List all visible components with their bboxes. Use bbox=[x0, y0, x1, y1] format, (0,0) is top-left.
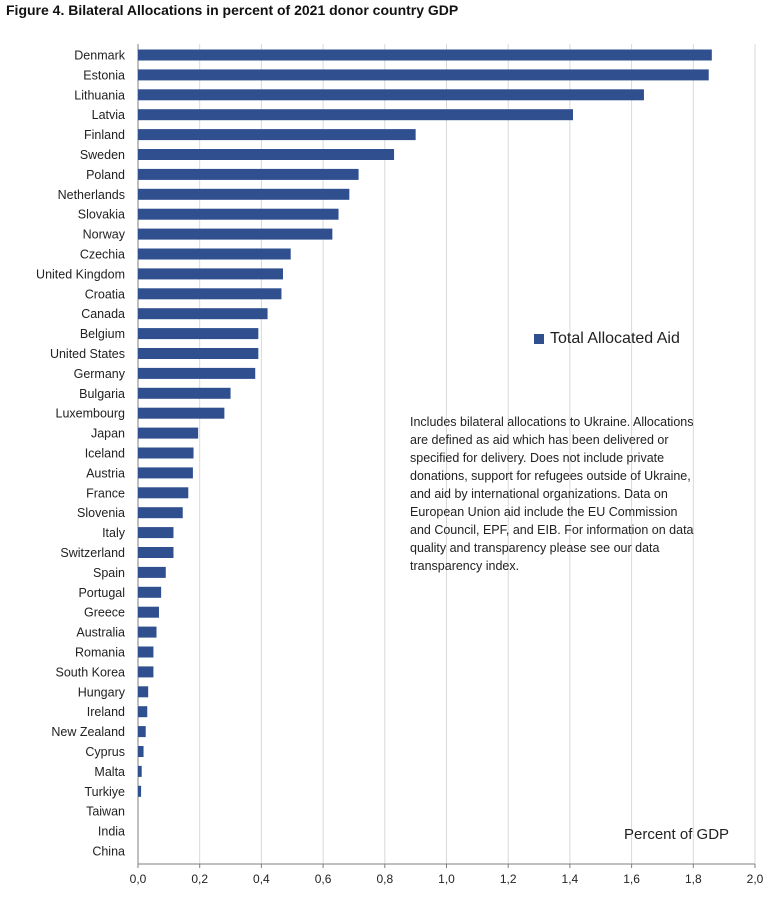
x-tick-label: 0,0 bbox=[130, 872, 147, 886]
category-label: Ireland bbox=[87, 705, 125, 719]
category-label: Japan bbox=[91, 427, 125, 441]
category-label: Australia bbox=[76, 626, 125, 640]
bar bbox=[138, 228, 333, 240]
bar bbox=[138, 387, 231, 399]
category-label: Estonia bbox=[83, 68, 125, 82]
x-axis-title: Percent of GDP bbox=[624, 826, 730, 843]
bar bbox=[138, 69, 709, 81]
category-label: Norway bbox=[83, 228, 126, 242]
category-label: Denmark bbox=[74, 49, 125, 63]
bar bbox=[138, 765, 142, 777]
bar bbox=[138, 109, 573, 121]
x-tick-label: 1,8 bbox=[685, 872, 702, 886]
bar bbox=[138, 367, 256, 379]
bar bbox=[138, 268, 283, 280]
bar bbox=[138, 208, 339, 220]
category-label: South Korea bbox=[56, 665, 126, 679]
category-label: Germany bbox=[74, 367, 126, 381]
category-label: Romania bbox=[75, 646, 125, 660]
bar bbox=[138, 606, 159, 618]
category-label: Italy bbox=[102, 526, 126, 540]
category-label: China bbox=[92, 845, 125, 859]
category-label: Latvia bbox=[92, 108, 125, 122]
category-label: Poland bbox=[86, 168, 125, 182]
bar bbox=[138, 348, 259, 359]
bar bbox=[138, 507, 183, 519]
x-tick-label: 1,0 bbox=[438, 872, 455, 886]
bar bbox=[138, 666, 154, 678]
bar bbox=[138, 706, 148, 718]
x-tick-label: 0,8 bbox=[376, 872, 393, 886]
bar bbox=[138, 785, 142, 797]
chart-note: Includes bilateral allocations to Ukrain… bbox=[410, 415, 694, 573]
x-tick-label: 1,4 bbox=[562, 872, 579, 886]
category-label: Croatia bbox=[85, 287, 125, 301]
category-label: Portugal bbox=[78, 586, 125, 600]
category-label: Hungary bbox=[78, 685, 126, 699]
category-label: Turkiye bbox=[84, 785, 125, 799]
category-label: New Zealand bbox=[51, 725, 125, 739]
bar bbox=[138, 746, 144, 757]
bar bbox=[138, 467, 193, 479]
category-label: Lithuania bbox=[74, 88, 125, 102]
category-label: Slovenia bbox=[77, 506, 125, 520]
category-label: Czechia bbox=[80, 248, 125, 262]
category-label: United States bbox=[50, 347, 125, 361]
category-label: Finland bbox=[84, 128, 125, 142]
bar bbox=[138, 686, 149, 698]
category-label: France bbox=[86, 486, 125, 500]
bar bbox=[138, 566, 166, 578]
category-label: Sweden bbox=[80, 148, 125, 162]
category-label: Slovakia bbox=[78, 208, 125, 222]
x-tick-label: 0,4 bbox=[253, 872, 270, 886]
category-label: Malta bbox=[94, 765, 125, 779]
category-label: Cyprus bbox=[85, 745, 125, 759]
bar bbox=[138, 726, 146, 738]
x-tick-label: 1,6 bbox=[623, 872, 640, 886]
x-tick-label: 1,2 bbox=[500, 872, 517, 886]
legend-label: Total Allocated Aid bbox=[550, 330, 680, 347]
bar bbox=[138, 188, 350, 200]
bar bbox=[138, 527, 174, 539]
category-label: United Kingdom bbox=[36, 267, 125, 281]
legend-swatch bbox=[534, 334, 544, 344]
chart-title: Figure 4. Bilateral Allocations in perce… bbox=[6, 2, 459, 18]
category-label: Luxembourg bbox=[56, 407, 126, 421]
category-label: Taiwan bbox=[86, 805, 125, 819]
category-label: India bbox=[98, 825, 125, 839]
bar bbox=[138, 129, 416, 141]
bar bbox=[138, 89, 644, 101]
bar bbox=[138, 248, 291, 260]
bar bbox=[138, 487, 189, 499]
bar bbox=[138, 646, 154, 658]
category-label: Bulgaria bbox=[79, 387, 125, 401]
bar bbox=[138, 328, 259, 340]
x-tick-label: 0,2 bbox=[191, 872, 208, 886]
category-label: Greece bbox=[84, 606, 125, 620]
bar bbox=[138, 168, 359, 180]
x-tick-label: 2,0 bbox=[747, 872, 764, 886]
bar bbox=[138, 288, 282, 300]
category-label: Canada bbox=[81, 307, 125, 321]
bar bbox=[138, 49, 712, 61]
bar bbox=[138, 308, 268, 320]
bar bbox=[138, 149, 395, 160]
bar bbox=[138, 586, 162, 598]
bar bbox=[138, 407, 225, 419]
category-label: Netherlands bbox=[58, 188, 125, 202]
bar bbox=[138, 547, 174, 558]
category-label: Spain bbox=[93, 566, 125, 580]
category-label: Iceland bbox=[85, 447, 125, 461]
category-label: Belgium bbox=[80, 327, 125, 341]
legend: Total Allocated Aid bbox=[534, 330, 680, 348]
bar bbox=[138, 427, 199, 439]
category-label: Austria bbox=[86, 466, 125, 480]
bar bbox=[138, 447, 194, 459]
category-label: Switzerland bbox=[60, 546, 125, 560]
bar bbox=[138, 626, 157, 638]
x-tick-label: 0,6 bbox=[315, 872, 332, 886]
